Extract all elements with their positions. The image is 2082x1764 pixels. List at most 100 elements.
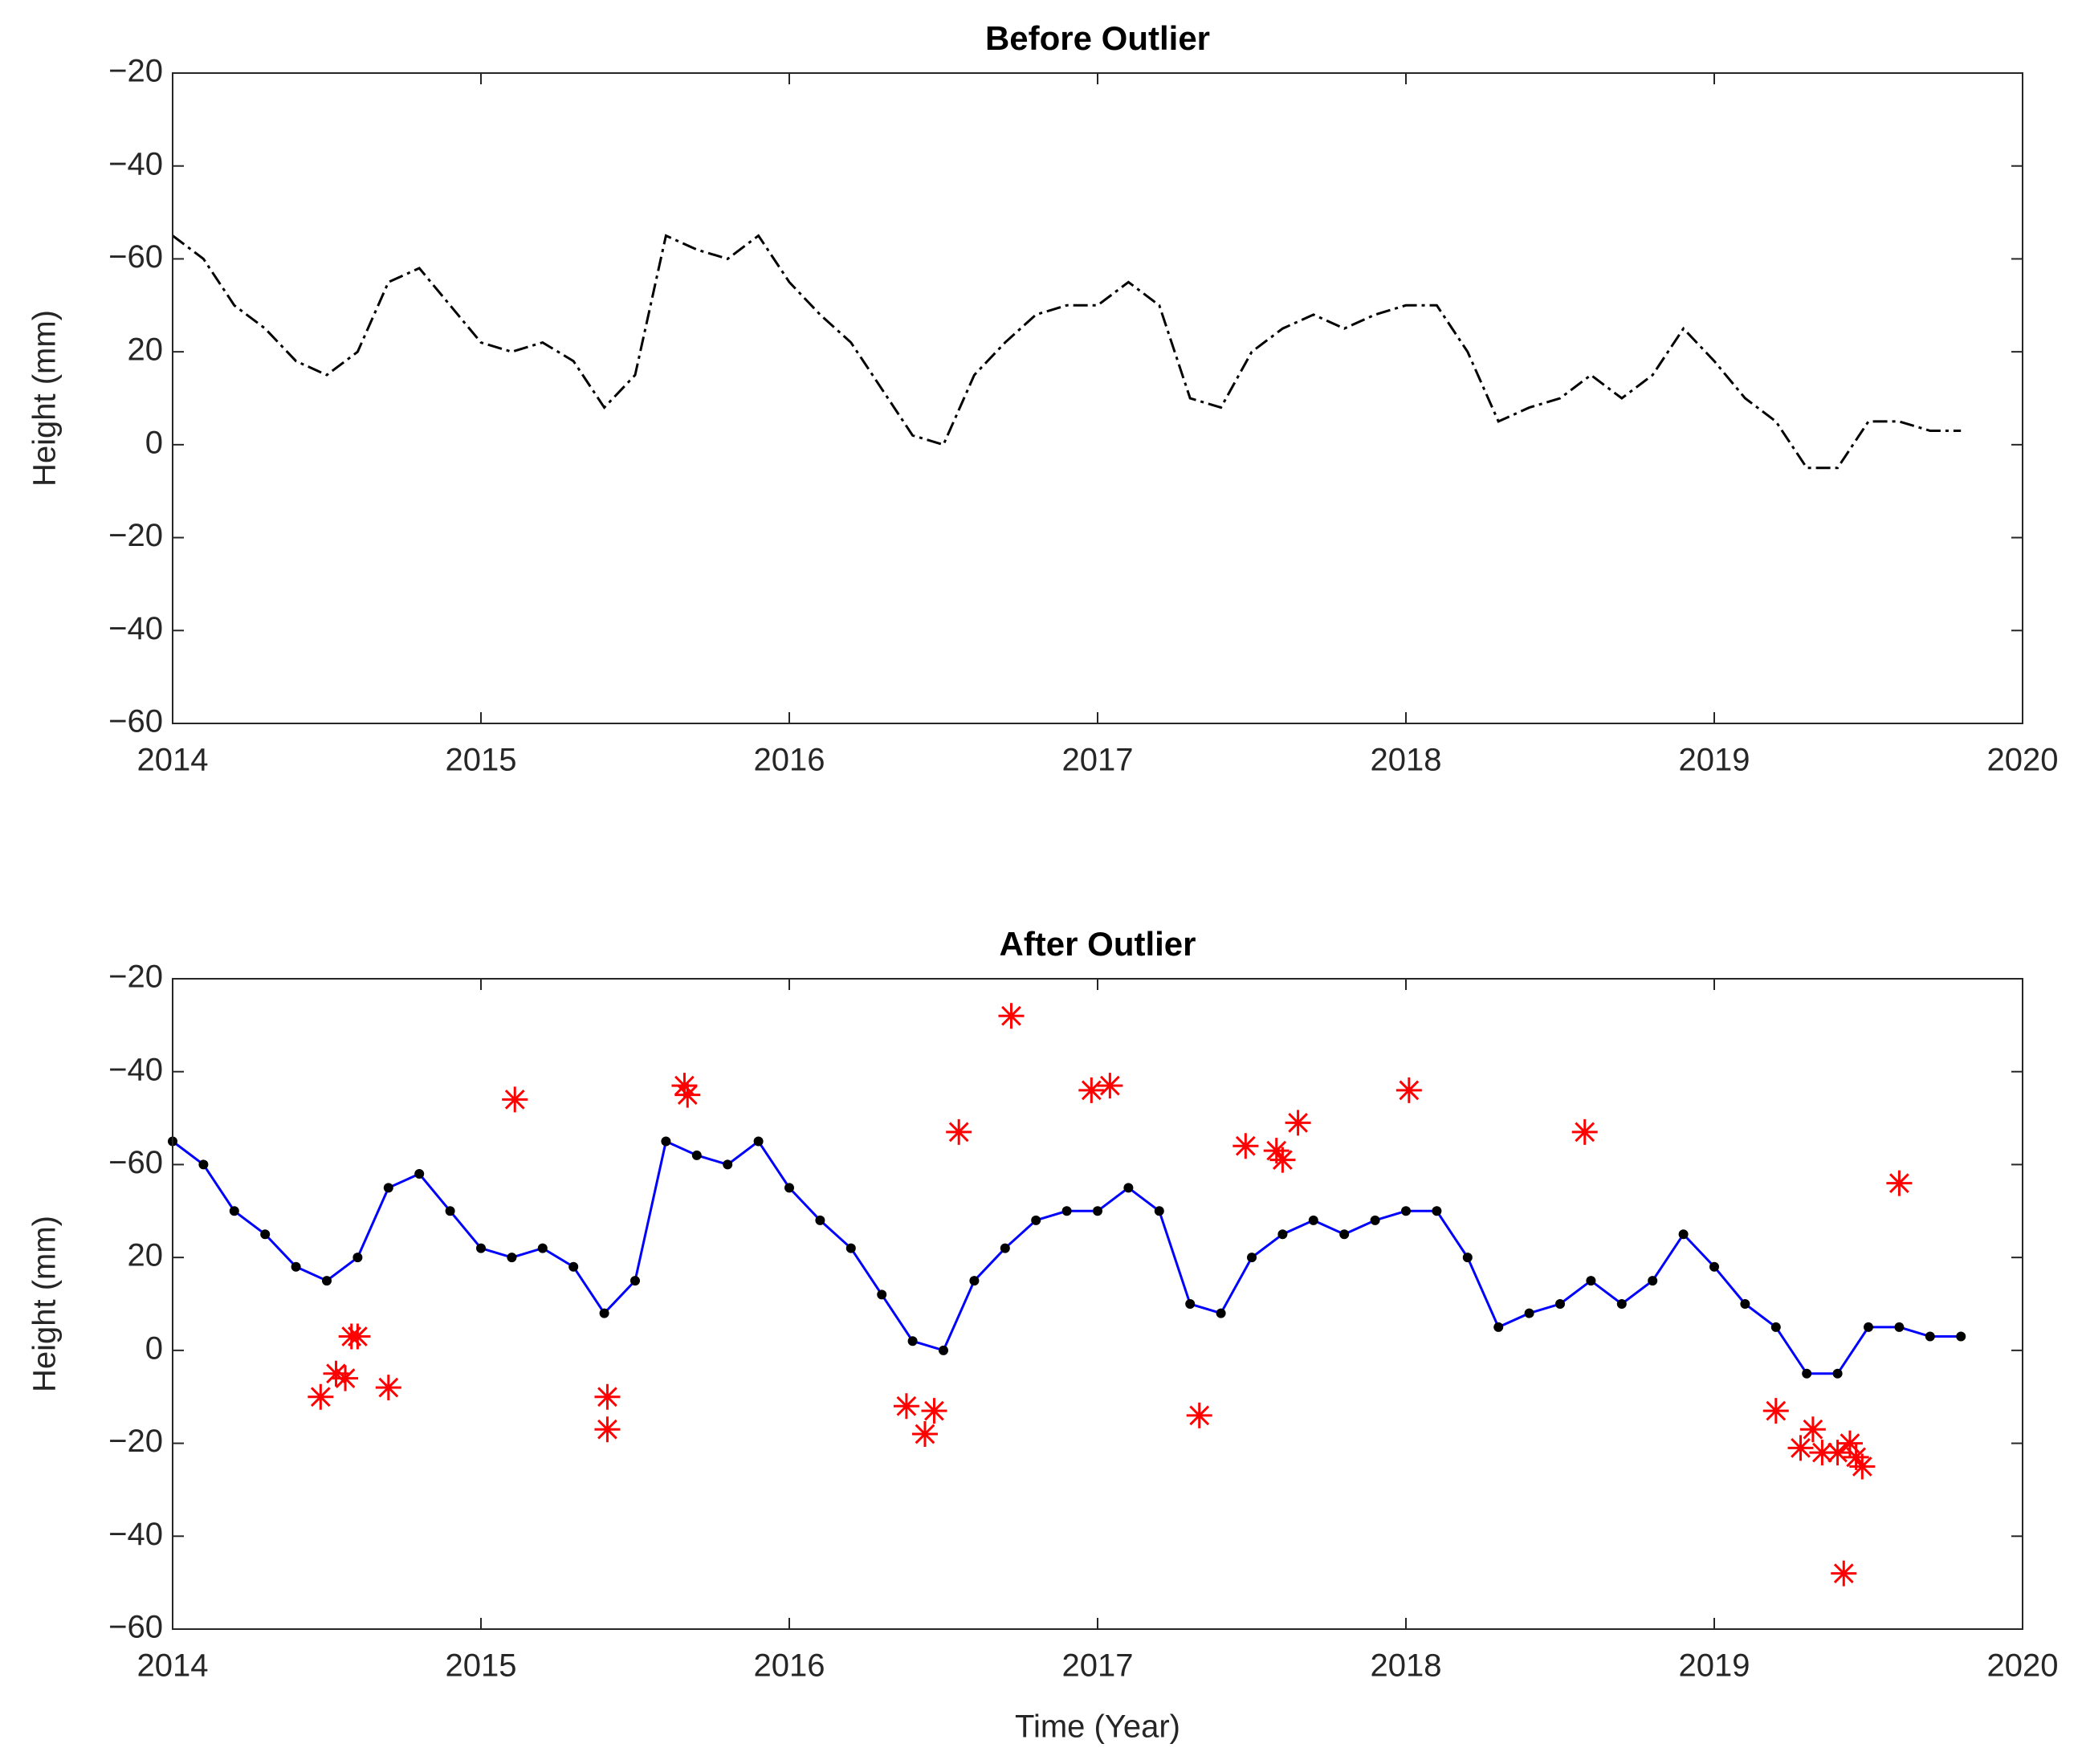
outlier-marker	[921, 1398, 947, 1424]
outlier-marker	[1097, 1073, 1123, 1099]
x-tick-label: 2018	[1371, 1648, 1442, 1684]
x-tick-label: 2015	[446, 1648, 517, 1684]
data-point	[1370, 1215, 1380, 1225]
outlier-marker	[375, 1375, 401, 1401]
data-point	[1185, 1299, 1196, 1309]
y-tick-label: 20	[128, 1238, 164, 1273]
data-point	[1247, 1253, 1257, 1263]
data-point	[1648, 1276, 1658, 1286]
data-point	[1586, 1276, 1596, 1286]
data-point	[229, 1206, 239, 1216]
outlier-marker	[671, 1073, 698, 1099]
data-point	[445, 1206, 455, 1216]
x-tick-label: 2020	[1987, 743, 2059, 778]
data-point	[753, 1136, 764, 1147]
outlier-marker	[674, 1082, 701, 1108]
outlier-marker	[911, 1421, 938, 1447]
y-tick-label: −40	[108, 146, 163, 181]
data-point	[969, 1276, 980, 1286]
data-point	[691, 1150, 702, 1160]
data-point	[877, 1289, 887, 1300]
outlier-marker	[1078, 1077, 1105, 1103]
data-point	[1709, 1261, 1719, 1272]
data-point	[1031, 1215, 1041, 1225]
y-tick-label: −60	[108, 1145, 163, 1180]
y-tick-label: 20	[128, 332, 164, 368]
x-tick-label: 2016	[754, 1648, 825, 1684]
y-tick-label: −20	[108, 1424, 163, 1459]
x-tick-label: 2018	[1371, 743, 1442, 778]
data-point	[260, 1229, 271, 1240]
outlier-marker	[1824, 1440, 1851, 1466]
data-point	[1432, 1206, 1442, 1216]
data-point	[1493, 1322, 1504, 1332]
data-point	[1462, 1253, 1473, 1263]
y-tick-label: −60	[108, 704, 163, 739]
x-tick-label: 2017	[1062, 1648, 1134, 1684]
outlier-marker	[594, 1383, 621, 1410]
x-tick-label: 2017	[1062, 743, 1134, 778]
data-point	[1093, 1206, 1102, 1216]
data-point	[1832, 1368, 1843, 1379]
data-point	[599, 1308, 609, 1318]
data-point	[1277, 1229, 1288, 1240]
data-point	[414, 1169, 425, 1179]
data-point	[476, 1243, 486, 1253]
x-tick-label: 2020	[1987, 1648, 2059, 1684]
data-point	[1740, 1299, 1750, 1309]
outlier-marker	[1186, 1402, 1212, 1428]
chart-title: Before Outlier	[985, 19, 1210, 57]
plot-frame	[172, 978, 2023, 1630]
y-tick-label: −60	[108, 239, 163, 275]
x-tick-label: 2019	[1679, 1648, 1750, 1684]
x-tick-label: 2016	[754, 743, 825, 778]
y-tick-label: −60	[108, 1610, 163, 1645]
data-point	[1123, 1183, 1134, 1193]
data-point	[1770, 1322, 1781, 1332]
y-tick-label: −20	[108, 54, 163, 89]
data-point	[383, 1183, 393, 1193]
data-point	[1154, 1206, 1164, 1216]
outlier-marker	[502, 1086, 528, 1113]
y-tick-label: −40	[108, 1517, 163, 1552]
outlier-marker	[1886, 1170, 1913, 1196]
data-point	[845, 1243, 856, 1253]
y-axis-label: Height (mm)	[27, 1216, 63, 1392]
outlier-marker	[1263, 1138, 1290, 1164]
data-point	[815, 1215, 825, 1225]
outlier-marker	[344, 1323, 371, 1350]
data-point	[322, 1276, 332, 1286]
data-point	[1339, 1229, 1350, 1240]
data-point	[1894, 1322, 1905, 1332]
outlier-marker	[1269, 1147, 1296, 1173]
series-line	[172, 234, 1962, 470]
y-tick-label: −40	[108, 611, 163, 646]
data-point	[507, 1253, 517, 1263]
data-point	[939, 1345, 948, 1355]
data-point	[1616, 1299, 1627, 1309]
data-point	[630, 1276, 640, 1286]
outlier-marker	[1232, 1133, 1259, 1159]
y-tick-label: −40	[108, 1052, 163, 1087]
x-axis-label: Time (Year)	[1015, 1709, 1180, 1745]
outlier-marker	[1849, 1453, 1876, 1480]
data-point	[1000, 1243, 1010, 1253]
x-tick-label: 2019	[1679, 743, 1750, 778]
data-point	[661, 1136, 671, 1147]
data-point	[1678, 1229, 1689, 1240]
data-point	[1925, 1331, 1935, 1342]
data-point	[1524, 1308, 1534, 1318]
data-point	[1956, 1331, 1966, 1342]
y-axis-label: Height (mm)	[27, 310, 63, 487]
data-point	[352, 1253, 363, 1263]
data-point	[907, 1336, 918, 1346]
outlier-marker	[1836, 1430, 1863, 1456]
outlier-marker	[1809, 1440, 1836, 1466]
outlier-marker	[1395, 1077, 1422, 1103]
y-tick-label: −20	[108, 959, 163, 995]
data-point	[1864, 1322, 1873, 1332]
data-point	[1401, 1206, 1411, 1216]
data-point	[1216, 1308, 1226, 1318]
